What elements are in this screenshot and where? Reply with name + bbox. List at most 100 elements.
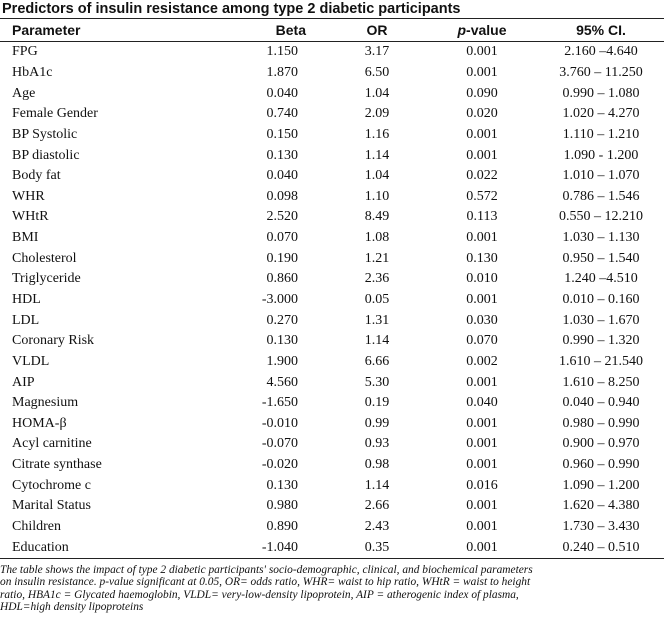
header-row: Parameter Beta OR p-value 95% CI. (0, 18, 664, 42)
or-cell: 0.35 (310, 537, 420, 560)
parameter-cell: Cytochrome c (12, 477, 91, 493)
table-row: Magnesium -1.650 0.19 0.040 0.040 – 0.940 (0, 393, 664, 414)
ci-cell: 0.010 – 0.160 (562, 292, 640, 307)
table-row: Female Gender 0.740 2.09 0.020 1.020 – 4.270 (0, 104, 664, 125)
pvalue-cell: 0.002 (466, 353, 498, 369)
beta-cell: 4.560 (266, 374, 299, 390)
parameter-cell: AIP (12, 374, 35, 390)
ci-cell: 1.090 - 1.200 (563, 147, 639, 163)
pvalue-cell: 0.001 (466, 126, 498, 142)
table-body: FPG 1.150 3.17 0.001 2.160 –4.640 HbA1c 1.870 6… (0, 42, 664, 560)
pvalue-cell: 0.001 (466, 64, 498, 80)
or-cell: 6.50 (364, 64, 390, 80)
beta-cell: -3.000 (261, 292, 298, 307)
or-cell: 0.05 (364, 292, 390, 307)
ci-cell: 1.090 – 1.200 (562, 477, 640, 493)
table-row: BMI 0.070 1.08 0.001 1.030 – 1.130 (0, 228, 664, 249)
header-or: OR (310, 18, 420, 42)
table-title: Predictors of insulin resistance among t… (2, 1, 461, 17)
parameter-cell: LDL (12, 312, 40, 328)
table-row: WHtR 2.520 8.49 0.113 0.550 – 12.210 (0, 207, 664, 228)
ci-cell: 1.030 – 1.670 (562, 312, 640, 328)
table-row: Children 0.890 2.43 0.001 1.730 – 3.430 (0, 517, 664, 538)
table-row: Marital Status 0.980 2.66 0.001 1.620 – 4.38… (0, 496, 664, 517)
pvalue-cell: 0.010 (466, 271, 498, 287)
parameter-cell: Body fat (12, 168, 61, 184)
pvalue-cell: 0.001 (466, 457, 498, 473)
beta-cell: 0.190 (266, 250, 299, 266)
ci-cell: 0.900 – 0.970 (562, 436, 640, 452)
pvalue-cell: 0.001 (466, 519, 498, 535)
ci-cell: 3.760 – 11.250 (559, 64, 643, 80)
beta-cell: -0.010 (261, 415, 298, 431)
ci-cell: 1.610 – 8.250 (562, 374, 640, 390)
beta-cell: 0.150 (266, 126, 299, 142)
beta-cell: 0.130 (266, 147, 299, 163)
pvalue-cell: 0.001 (466, 230, 498, 246)
table-row: Education -1.040 0.35 0.001 0.240 – 0.510 (0, 537, 664, 560)
parameter-cell: Magnesium (12, 395, 79, 411)
parameter-cell: FPG (12, 44, 38, 60)
parameter-cell: Education (0, 537, 190, 560)
ci-cell: 2.160 –4.640 (564, 44, 638, 60)
beta-cell: 0.098 (266, 188, 299, 204)
table-row: Triglyceride 0.860 2.36 0.010 1.240 –4.510 (0, 269, 664, 290)
pvalue-cell: 0.001 (466, 436, 498, 452)
ci-cell: 0.240 – 0.510 (530, 537, 664, 560)
pvalue-cell: 0.001 (466, 292, 498, 307)
or-cell: 2.43 (364, 519, 390, 535)
beta-cell: 1.900 (266, 353, 299, 369)
beta-cell: 1.870 (266, 64, 299, 80)
ci-cell: 0.960 – 0.990 (562, 457, 640, 473)
or-cell: 1.31 (364, 312, 390, 328)
or-cell: 2.66 (364, 498, 390, 514)
beta-cell: -1.650 (261, 395, 298, 411)
pvalue-cell: 0.090 (466, 85, 498, 101)
ci-cell: 0.980 – 0.990 (562, 415, 640, 431)
ci-cell: 1.010 – 1.070 (562, 168, 640, 184)
parameter-cell: Age (12, 85, 36, 101)
table-row: HOMA-β -0.010 0.99 0.001 0.980 – 0.990 (0, 414, 664, 435)
beta-cell: -0.070 (261, 436, 298, 452)
beta-cell: 0.130 (266, 477, 299, 493)
or-cell: 2.36 (364, 271, 390, 287)
ci-cell: 1.620 – 4.380 (562, 498, 640, 514)
header-pvalue: p-value (420, 18, 530, 42)
beta-cell: 0.860 (266, 271, 299, 287)
or-cell: 6.66 (364, 353, 390, 369)
table-row: HbA1c 1.870 6.50 0.001 3.760 – 11.250 (0, 63, 664, 84)
or-cell: 1.14 (364, 147, 390, 163)
pvalue-cell: 0.030 (466, 312, 498, 328)
or-cell: 0.93 (364, 436, 390, 452)
beta-cell: -0.020 (261, 457, 298, 473)
pvalue-cell: 0.572 (466, 188, 498, 204)
pvalue-cell: 0.001 (466, 374, 498, 390)
or-cell: 1.14 (364, 333, 390, 349)
or-cell: 0.19 (364, 395, 390, 411)
parameter-cell: VLDL (12, 353, 50, 369)
beta-cell: 2.520 (266, 209, 299, 225)
beta-cell: 0.130 (266, 333, 299, 349)
parameter-cell: Marital Status (12, 498, 91, 514)
ci-cell: 0.550 – 12.210 (559, 209, 643, 225)
or-cell: 0.99 (364, 415, 390, 431)
header-beta: Beta (190, 18, 310, 42)
beta-cell: -1.040 (190, 537, 310, 560)
pvalue-cell: 0.113 (466, 209, 498, 225)
beta-cell: 0.740 (266, 106, 299, 122)
table-row: BP Systolic 0.150 1.16 0.001 1.110 – 1.210 (0, 125, 664, 146)
beta-cell: 0.890 (266, 519, 299, 535)
parameter-cell: Female Gender (12, 106, 98, 122)
beta-cell: 0.980 (266, 498, 299, 514)
or-cell: 1.14 (364, 477, 390, 493)
or-cell: 1.04 (364, 85, 390, 101)
table-row: HDL -3.000 0.05 0.001 0.010 – 0.160 (0, 290, 664, 311)
pvalue-cell: 0.022 (466, 168, 498, 184)
parameter-cell: Cholesterol (12, 250, 77, 266)
table-row: LDL 0.270 1.31 0.030 1.030 – 1.670 (0, 310, 664, 331)
parameter-cell: BP diastolic (12, 147, 80, 163)
pvalue-cell: 0.130 (466, 250, 498, 266)
or-cell: 8.49 (364, 209, 390, 225)
table-row: Coronary Risk 0.130 1.14 0.070 0.990 – 1.320 (0, 331, 664, 352)
